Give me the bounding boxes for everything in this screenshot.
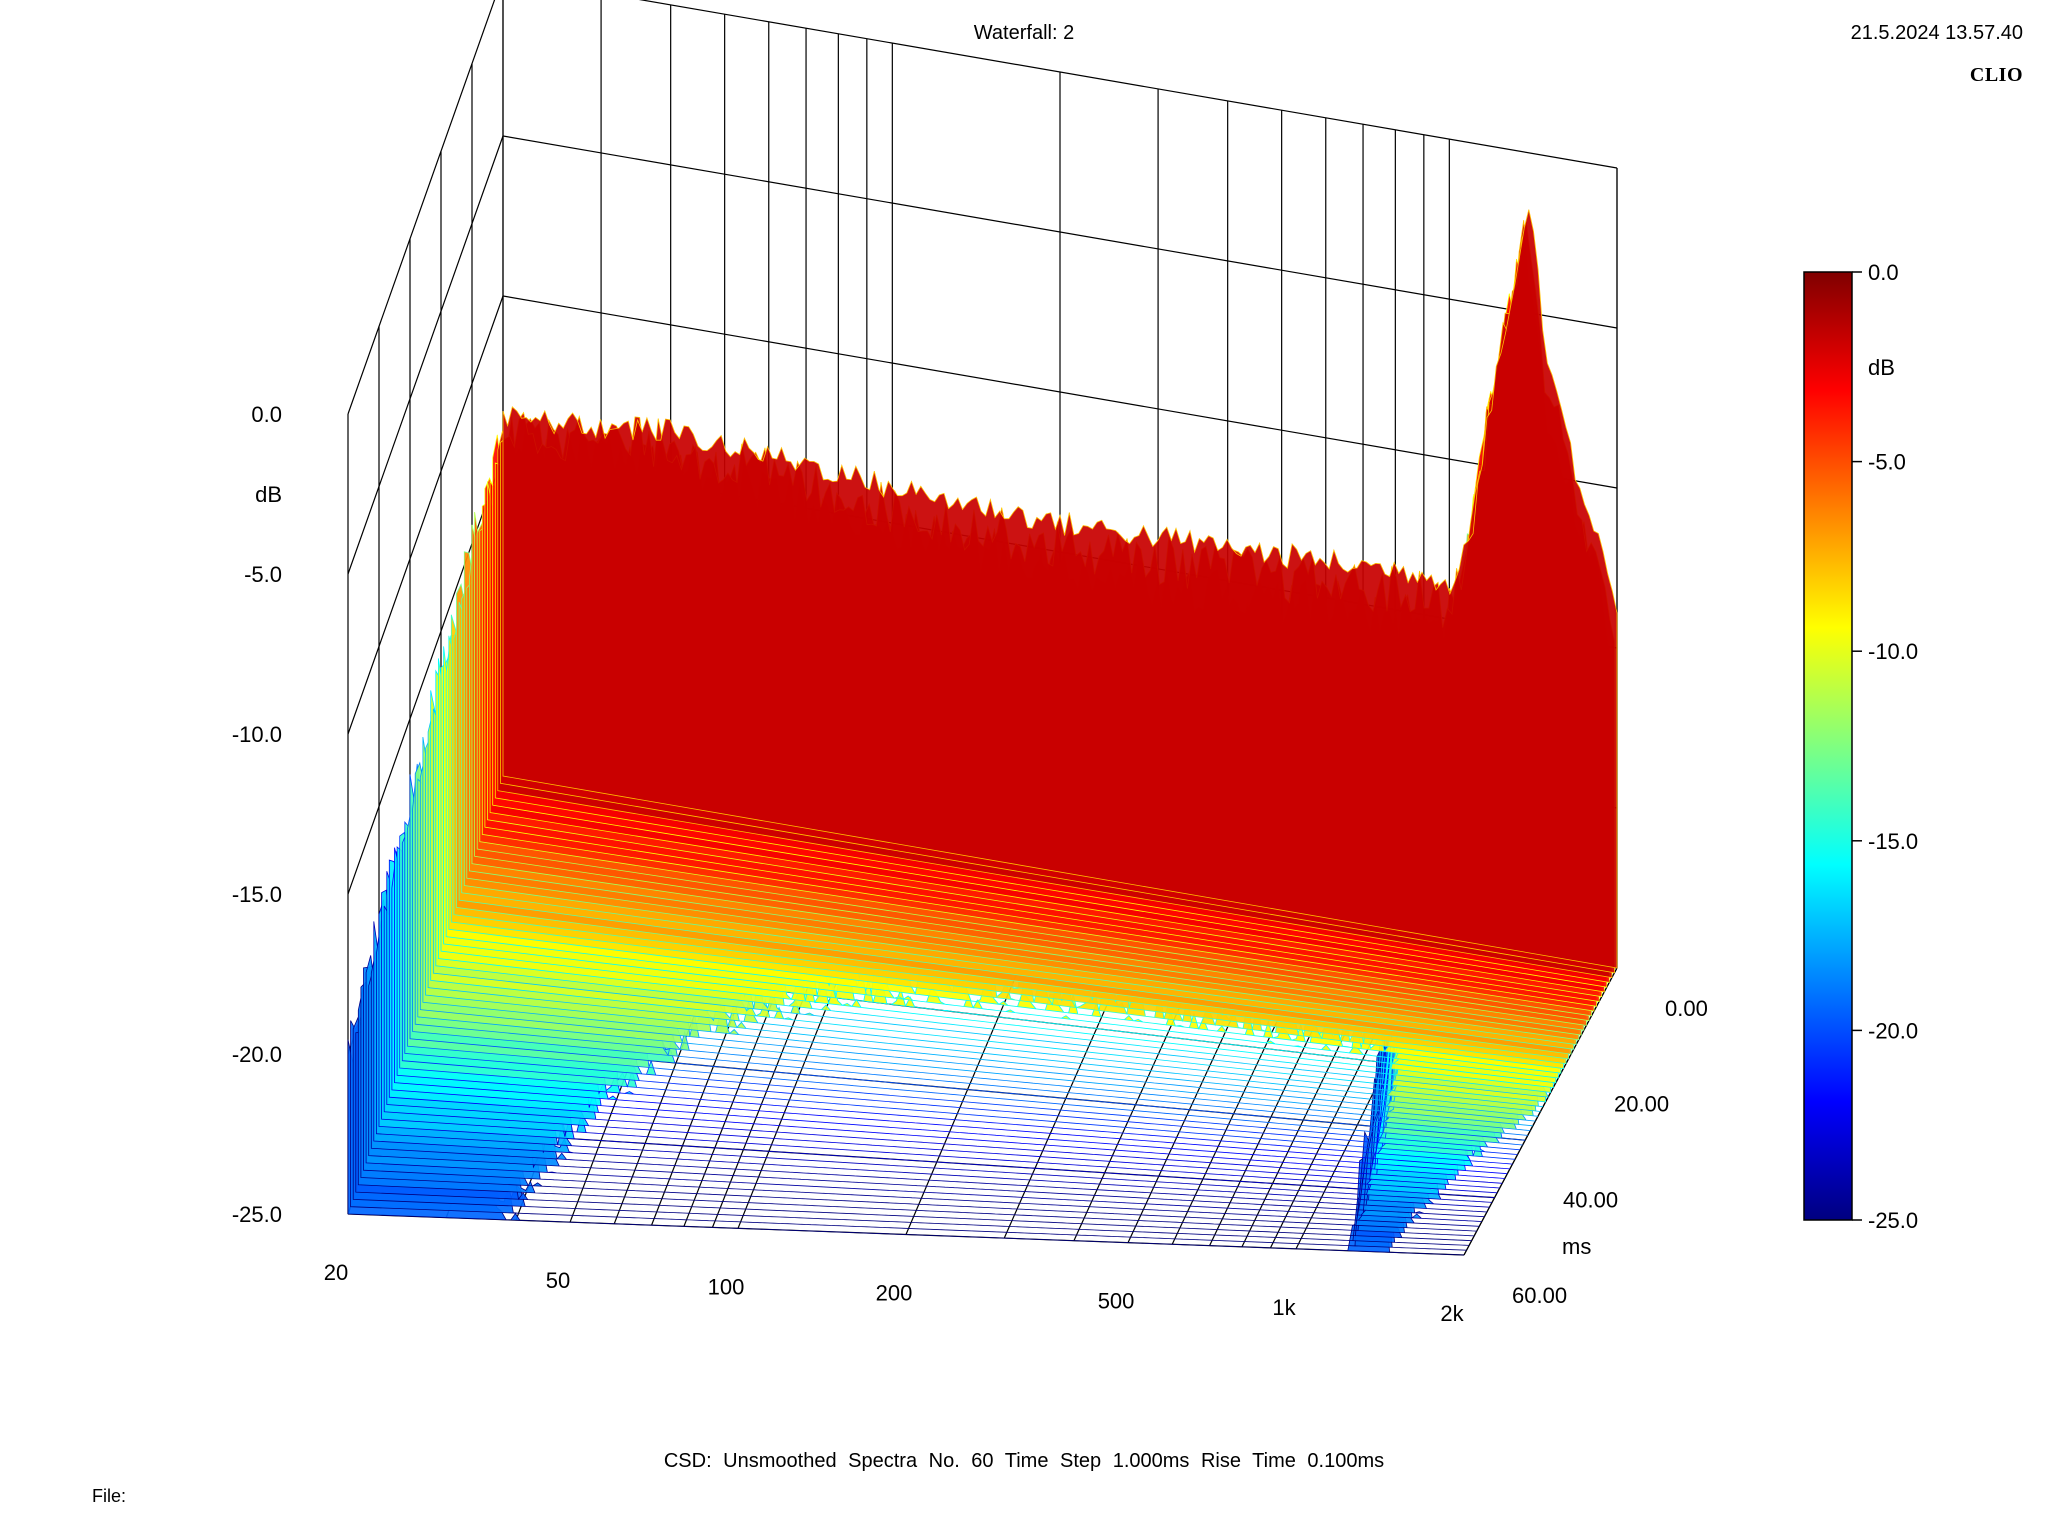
spectrum-slice — [347, 1032, 1465, 1256]
colorbar-tick-label: -15.0 — [1868, 829, 1918, 854]
side-wall-gridline — [347, 0, 496, 415]
colorbar-tick-label: -10.0 — [1868, 639, 1918, 664]
colorbar-scale — [1803, 271, 1853, 1221]
side-wall-gridline — [347, 135, 504, 575]
x-tick-label: 20 — [324, 1260, 348, 1285]
colorbar-tick-label: 0.0 — [1868, 260, 1899, 285]
axis-labels: 0.0 -5.0 -10.0 -15.0 -20.0 -25.0 dB 20 50 100 200 5… — [232, 402, 1708, 1326]
chart-title: Waterfall: 2 — [973, 22, 1075, 44]
spectra-slices — [347, 209, 1618, 1256]
file-label: File: — [92, 1486, 127, 1506]
timestamp: 21.5.2024 13.57.40 — [1850, 22, 2023, 44]
measurement-settings: CSD: Unsmoothed Spectra No. 60 Time Step… — [663, 1450, 1385, 1472]
colorbar: 0.0 -5.0 -10.0 -15.0 -20.0 -25.0 dB — [1803, 260, 1918, 1233]
y-tick-label: 0.0 — [251, 402, 282, 427]
spectrum-slice — [502, 209, 1618, 969]
side-wall-gridline — [347, 295, 504, 735]
z-tick-label: 40.00 — [1563, 1187, 1618, 1212]
x-tick-label: 100 — [708, 1274, 745, 1299]
spectrum-slice — [350, 1020, 1467, 1251]
y-tick-label: -20.0 — [232, 1042, 282, 1067]
colorbar-tick-label: -25.0 — [1868, 1208, 1918, 1233]
y-tick-label: -5.0 — [244, 562, 282, 587]
x-tick-label: 1k — [1272, 1295, 1296, 1320]
x-tick-label: 500 — [1098, 1289, 1135, 1314]
z-axis-label: ms — [1562, 1234, 1591, 1259]
brand-logo: CLIO — [1969, 64, 2023, 86]
colorbar-tick-label: -5.0 — [1868, 450, 1906, 475]
y-tick-label: -10.0 — [232, 722, 282, 747]
colorbar-label: dB — [1868, 355, 1895, 380]
x-tick-label: 2k — [1440, 1301, 1464, 1326]
y-tick-label: -25.0 — [232, 1202, 282, 1227]
y-axis-label: dB — [255, 482, 282, 507]
colorbar-tick-label: -20.0 — [1868, 1018, 1918, 1043]
y-tick-label: -15.0 — [232, 882, 282, 907]
z-tick-label: 20.00 — [1614, 1092, 1669, 1117]
x-tick-label: 200 — [876, 1281, 913, 1306]
x-tick-label: 50 — [546, 1268, 570, 1293]
z-tick-label: 60.00 — [1512, 1283, 1567, 1308]
z-tick-label: 0.00 — [1665, 996, 1708, 1021]
